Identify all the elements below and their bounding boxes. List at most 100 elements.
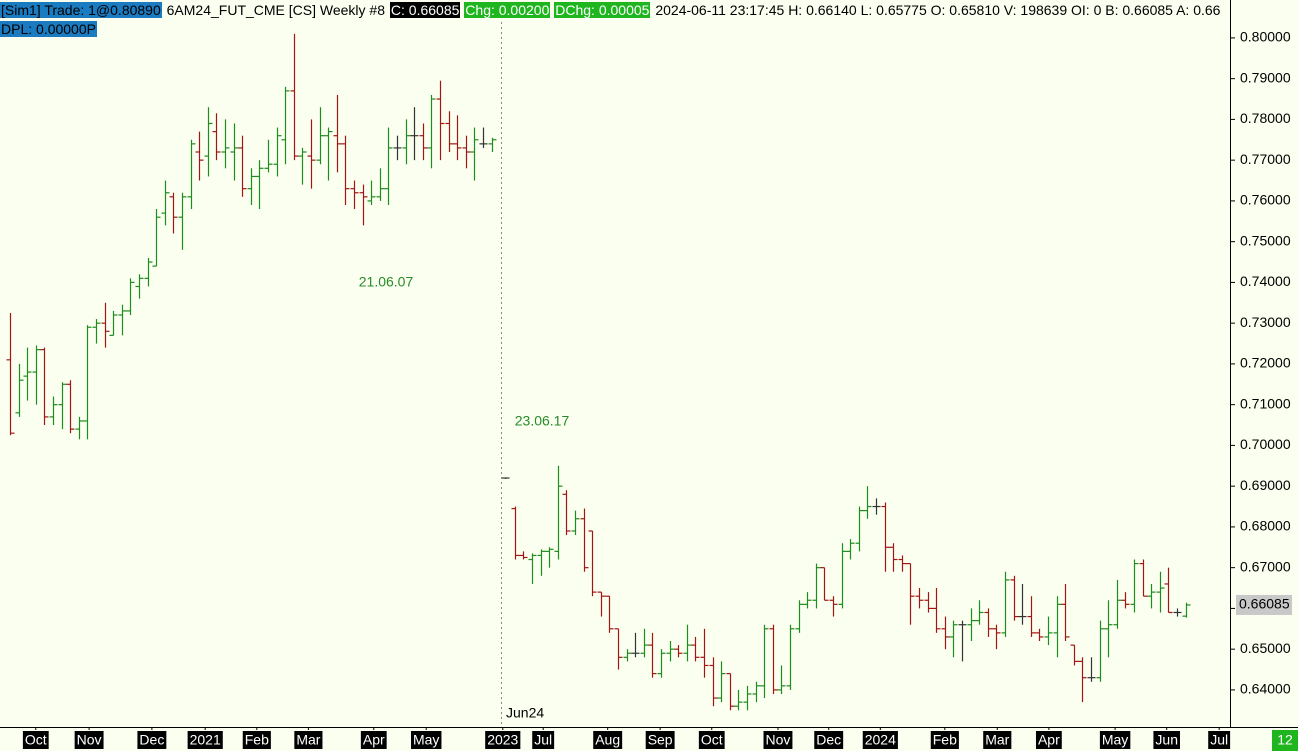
ohlc-bar: [941, 616, 950, 650]
ohlc-bar: [101, 302, 110, 348]
ohlc-bar: [1035, 628, 1044, 642]
ohlc-bar: [1139, 559, 1148, 597]
ohlc-bar: [83, 325, 92, 440]
x-tick-label-bg: [187, 731, 223, 749]
ohlc-bar: [915, 588, 924, 609]
ohlc-bar: [1104, 600, 1113, 658]
x-tick-label: Nov: [77, 732, 102, 748]
ohlc-bar: [66, 380, 75, 434]
contract-annotation: 21.06.07: [359, 274, 414, 290]
ohlc-bar: [462, 135, 471, 169]
ohlc-bar: [717, 661, 726, 703]
x-tick-label: Jul: [1210, 732, 1228, 748]
x-tick-label: Nov: [766, 732, 791, 748]
ohlc-bar: [958, 620, 967, 662]
ohlc-bar: [777, 665, 786, 694]
ohlc-bar: [623, 649, 632, 662]
ohlc-bar: [691, 636, 700, 662]
x-tick-label-bg: [410, 731, 442, 749]
x-tick-label: Jul: [534, 732, 552, 748]
ohlc-bar: [333, 94, 342, 173]
ohlc-bar: [519, 551, 528, 560]
ohlc-bar: [545, 547, 554, 568]
y-tick-label: 0.75000: [1240, 232, 1291, 248]
ohlc-bar: [436, 80, 445, 161]
ohlc-bar: [1053, 596, 1062, 658]
x-tick-label: May: [1102, 732, 1128, 748]
ohlc-bar: [932, 588, 941, 633]
ohlc-bar: [984, 608, 993, 637]
ohlc-bar: [803, 592, 812, 609]
x-tick-label: Feb: [245, 732, 269, 748]
x-tick-label-bg: [1153, 731, 1180, 749]
dpl-row: DPL: 0.00000P: [0, 20, 97, 39]
ohlc-bar: [23, 347, 32, 401]
ohlc-bar: [743, 685, 752, 711]
y-tick-label: 0.67000: [1240, 558, 1291, 574]
ohlc-bar: [1130, 559, 1139, 613]
ohlc-bar: [683, 624, 692, 662]
ohlc-bar: [402, 119, 411, 165]
ohlc-bar: [135, 274, 144, 299]
x-tick-label-bg: [930, 731, 959, 749]
ohlc-bar: [855, 506, 864, 552]
ohlc-bar: [161, 180, 170, 226]
ohlc-bar: [427, 94, 436, 169]
ohlc-bar: [975, 600, 984, 625]
ohlc-bar: [562, 490, 571, 536]
ohlc-bar: [92, 319, 101, 344]
y-tick-label: 0.71000: [1240, 395, 1291, 411]
ohlc-bar: [597, 591, 606, 617]
ohlc-bar: [648, 632, 657, 678]
x-tick-label-bg: [1035, 731, 1062, 749]
ohlc-bar: [872, 498, 881, 515]
y-tick-label: 0.80000: [1240, 29, 1291, 45]
y-tick-label: 0.69000: [1240, 477, 1291, 493]
ohlc-bar: [350, 180, 359, 210]
x-tick-label-bg: [1208, 731, 1231, 749]
ohlc-bar: [812, 563, 821, 609]
ohlc-bar: [1182, 602, 1191, 618]
y-tick-label: 0.76000: [1240, 192, 1291, 208]
ohlc-bar: [58, 382, 67, 430]
contract-annotation: 23.06.17: [515, 413, 570, 429]
x-tick-label-bg: [698, 731, 725, 749]
ohlc-bar: [726, 673, 735, 711]
ohlc-bar: [1044, 616, 1053, 646]
x-tick-label-bg: [1099, 731, 1131, 749]
ohlc-bar: [247, 168, 256, 205]
y-tick-label: 0.68000: [1240, 518, 1291, 534]
ohlc-bar: [453, 115, 462, 161]
ohlc-bar: [109, 310, 118, 336]
ohlc-bar: [511, 506, 520, 560]
ohlc-bar: [1121, 592, 1130, 609]
x-tick-label: Oct: [25, 732, 47, 748]
x-tick-label-bg: [862, 731, 898, 749]
ohlc-bar: [838, 543, 847, 609]
x-tick-label-bg: [74, 731, 104, 749]
ohlc-bar: [178, 192, 187, 250]
price-label-bg: [1236, 594, 1292, 615]
ohlc-bar: [367, 180, 376, 205]
ohlc-bar: [537, 549, 546, 576]
ohlc-bar: [273, 127, 282, 177]
ohlc-bar: [230, 123, 239, 181]
ohlc-bar: [795, 600, 804, 633]
ohlc-bar: [255, 160, 264, 210]
ohlc-bar: [863, 486, 872, 519]
x-tick-label: Mar: [985, 732, 1009, 748]
dchange-info: DChg: 0.00005: [554, 2, 651, 18]
ohlc-bar: [221, 119, 230, 169]
x-tick-label-bg: [763, 731, 793, 749]
ohlc-bar: [204, 107, 213, 177]
ohlc-bar: [1010, 575, 1019, 621]
x-tick-label-bg: [22, 731, 49, 749]
ohlc-bar: [15, 363, 24, 417]
corner-badge-bg: [1272, 730, 1298, 751]
x-tick-label: Aug: [595, 732, 620, 748]
ohlc-bar: [384, 127, 393, 205]
ohlc-bar: [501, 477, 510, 480]
ohlc-bar: [846, 539, 855, 560]
ohlc-bar: [1164, 567, 1173, 614]
